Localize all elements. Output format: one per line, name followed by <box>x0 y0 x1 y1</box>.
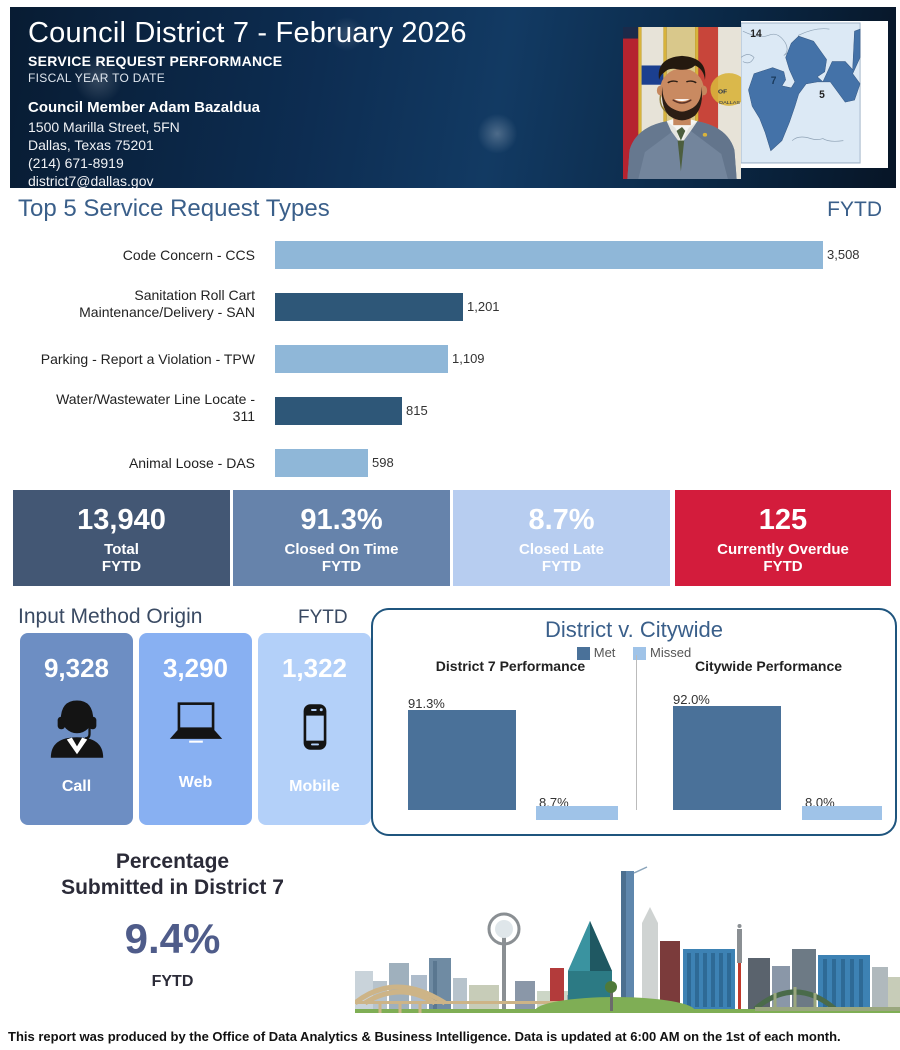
svg-text:5: 5 <box>819 89 825 102</box>
svg-text:7: 7 <box>771 74 777 87</box>
svg-text:OF: OF <box>718 89 727 96</box>
svg-text:DALLAS: DALLAS <box>719 100 740 106</box>
svg-text:14: 14 <box>750 28 761 41</box>
